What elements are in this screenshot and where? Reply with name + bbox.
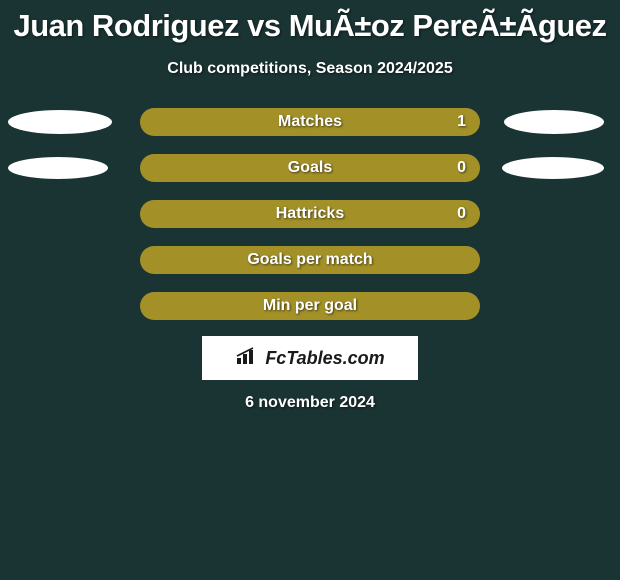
- stat-value-right: 0: [457, 205, 466, 223]
- stat-value-right: 0: [457, 159, 466, 177]
- date-line: 6 november 2024: [0, 394, 620, 412]
- stat-label: Matches: [278, 113, 342, 131]
- page-title: Juan Rodriguez vs MuÃ±oz PereÃ±Ã­guez: [0, 0, 620, 44]
- stat-row-goals: Goals 0: [0, 154, 620, 182]
- stat-label: Min per goal: [263, 297, 357, 315]
- stat-pill: Matches 1: [140, 108, 480, 136]
- right-ellipse: [504, 110, 604, 134]
- stat-row-goals-per-match: Goals per match: [0, 246, 620, 274]
- stat-value-right: 1: [457, 113, 466, 131]
- stat-label: Goals: [288, 159, 332, 177]
- comparison-chart: Matches 1 Goals 0 Hattricks 0 Goals per …: [0, 108, 620, 320]
- fctables-logo: FcTables.com: [202, 336, 418, 380]
- page-subtitle: Club competitions, Season 2024/2025: [0, 60, 620, 78]
- stat-row-matches: Matches 1: [0, 108, 620, 136]
- right-ellipse: [502, 157, 604, 179]
- left-ellipse: [8, 157, 108, 179]
- logo-text: FcTables.com: [265, 348, 384, 369]
- stat-row-min-per-goal: Min per goal: [0, 292, 620, 320]
- chart-icon: [235, 346, 259, 371]
- stat-pill: Goals 0: [140, 154, 480, 182]
- stat-row-hattricks: Hattricks 0: [0, 200, 620, 228]
- stat-label: Hattricks: [276, 205, 344, 223]
- left-ellipse: [8, 110, 112, 134]
- stat-pill: Goals per match: [140, 246, 480, 274]
- stat-label: Goals per match: [247, 251, 372, 269]
- stat-pill: Hattricks 0: [140, 200, 480, 228]
- stat-pill: Min per goal: [140, 292, 480, 320]
